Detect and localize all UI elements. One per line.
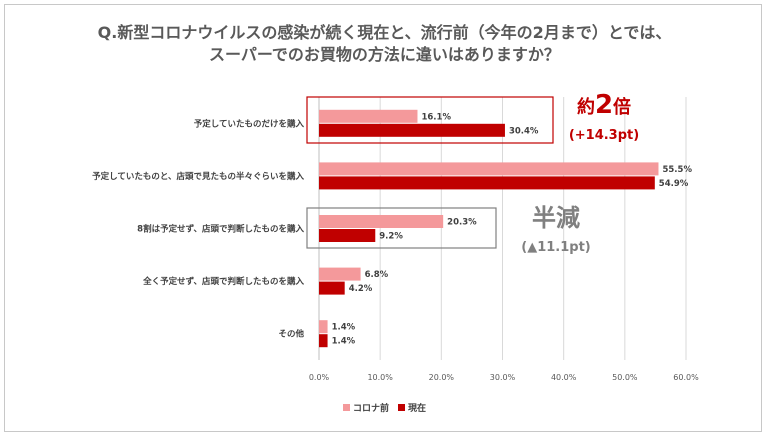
bar-before — [319, 215, 444, 228]
bar-before — [319, 162, 659, 176]
title-line-2: スーパーでのお買物の方法に違いはありますか？ — [209, 45, 560, 64]
x-tick-label: 0.0% — [309, 373, 330, 382]
data-label: 55.5% — [662, 165, 692, 175]
data-label: 16.1% — [421, 112, 451, 122]
half-annotation: 半減 — [532, 204, 580, 232]
data-label: 30.4% — [509, 126, 539, 136]
category-label: 予定していたものと、店頭で見たもの半々ぐらいを購入 — [92, 171, 304, 182]
half-highlight-box — [306, 207, 497, 249]
category-label: その他 — [278, 329, 304, 340]
x-tick-label: 30.0% — [490, 373, 516, 382]
legend-label-before: コロナ前 — [353, 402, 389, 414]
legend-label-now: 現在 — [408, 402, 426, 414]
x-tick-label: 10.0% — [367, 373, 393, 382]
x-tick-label: 60.0% — [673, 373, 699, 382]
data-label: 1.4% — [332, 323, 356, 333]
bar-now — [319, 281, 345, 295]
bar-now — [319, 123, 505, 137]
bar-before — [319, 320, 328, 334]
x-axis-ticks: 0.0% 10.0% 20.0% 30.0% 40.0% 50.0% 60.0% — [309, 373, 699, 382]
category-label: 予定していたものだけを購入 — [194, 118, 305, 129]
data-label: 9.2% — [379, 232, 403, 242]
gridlines — [318, 97, 687, 360]
legend-swatch-now — [398, 404, 405, 411]
data-label: 4.2% — [349, 284, 373, 294]
chart-title: Q.新型コロナウイルスの感染が続く現在と、流行前（今年の2月まで）とでは、 スー… — [0, 22, 769, 66]
bar-before — [319, 267, 361, 281]
half-sub-annotation: (▲11.1pt) — [521, 240, 590, 255]
data-label: 1.4% — [332, 337, 356, 347]
legend: コロナ前 現在 — [343, 402, 426, 414]
bar-before — [319, 109, 418, 123]
data-label: 20.3% — [447, 218, 477, 228]
x-tick-label: 50.0% — [612, 373, 638, 382]
bar-now — [319, 229, 376, 242]
double-highlight-box — [306, 96, 554, 144]
x-tick-label: 40.0% — [551, 373, 577, 382]
data-label: 54.9% — [659, 179, 689, 189]
legend-swatch-before — [343, 404, 350, 411]
double-sub-annotation: (+14.3pt) — [569, 128, 639, 143]
bars: 16.1% 30.4% 55.5% 54.9% 20.3% 9.2% 6.8% 4.2% 1.4… — [319, 109, 692, 348]
double-annotation: 約2倍 — [577, 90, 631, 120]
category-label: 8割は予定せず、店頭で判断したものを購入 — [137, 224, 304, 235]
bar-now — [319, 334, 328, 348]
category-label: 全く予定せず、店頭で判断したものを購入 — [142, 276, 304, 287]
title-line-1: Q.新型コロナウイルスの感染が続く現在と、流行前（今年の2月まで）とでは、 — [97, 23, 672, 42]
bar-now — [319, 176, 655, 190]
x-tick-label: 20.0% — [429, 373, 455, 382]
data-label: 6.8% — [365, 270, 389, 280]
